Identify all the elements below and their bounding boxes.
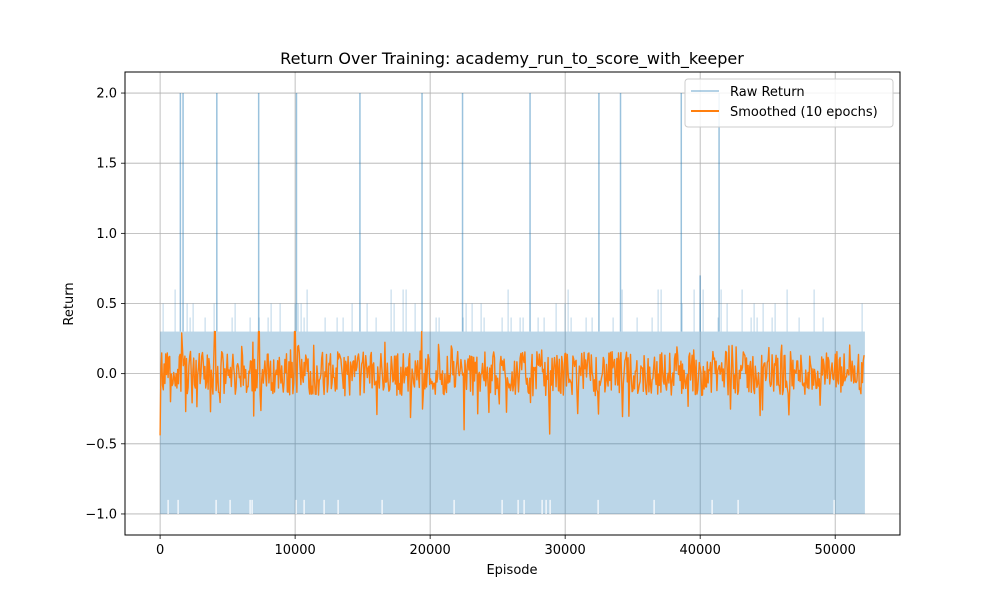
y-tick-label: −0.5 [85,437,117,452]
x-tick-label: 0 [156,543,164,558]
x-tick-label: 50000 [815,543,856,558]
chart-title: Return Over Training: academy_run_to_sco… [280,49,744,69]
y-tick-label: 0.0 [96,367,117,382]
x-tick-label: 20000 [409,543,450,558]
legend: Raw Return Smoothed (10 epochs) [684,78,894,128]
y-tick-label: 1.0 [96,227,117,242]
y-tick-label: 1.5 [96,157,117,172]
legend-smoothed-label: Smoothed (10 epochs) [730,105,878,120]
smoothed-series [159,330,865,436]
legend-box [684,78,894,128]
x-tick-label: 10000 [274,543,315,558]
raw-return-lower-gaps [167,499,835,514]
x-tick-label: 30000 [544,543,585,558]
legend-raw-return-label: Raw Return [730,85,805,100]
y-tick-label: 0.5 [96,297,117,312]
y-tick-label: 2.0 [96,87,117,102]
axis-ticks: 0 10000 20000 30000 40000 50000 −1.0 −0.5 0.0 0.5… [85,87,855,558]
raw-return-upper-noise [162,289,863,332]
x-axis-label: Episode [486,563,537,578]
raw-return-band [160,331,865,514]
y-axis-label: Return [62,282,77,325]
smoothed-line [159,330,865,436]
y-tick-label: −1.0 [85,507,117,522]
x-tick-label: 40000 [679,543,720,558]
